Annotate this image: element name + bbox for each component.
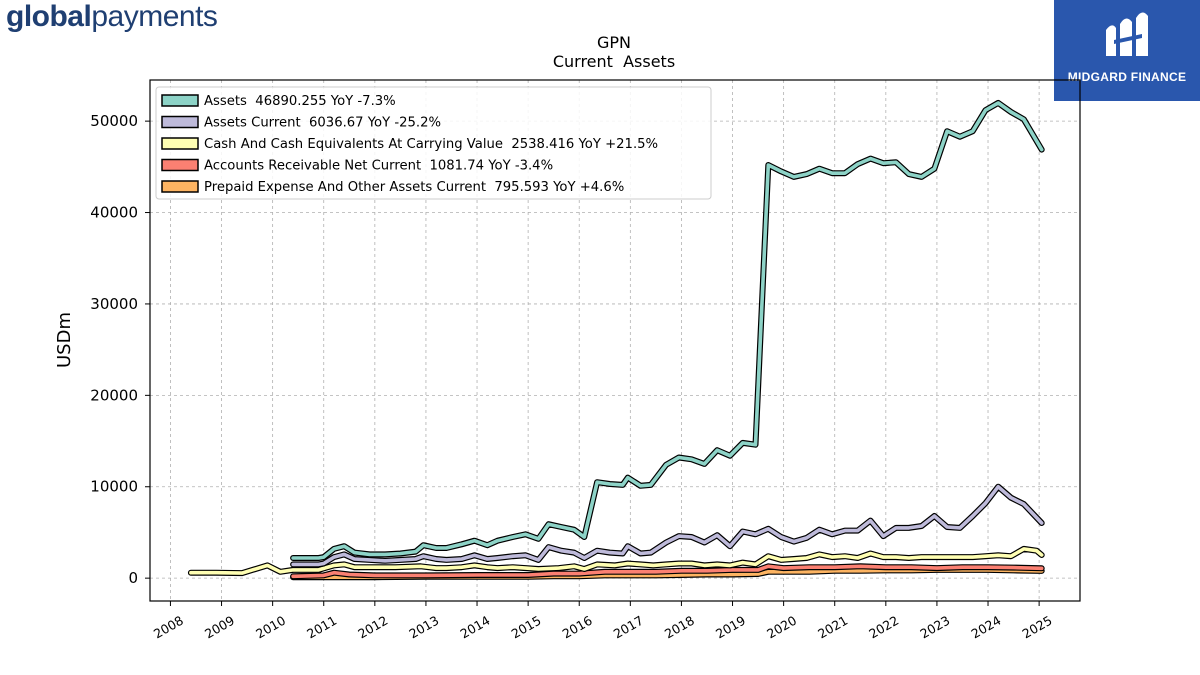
y-tick-label: 20000 (90, 386, 138, 404)
legend-label: Accounts Receivable Net Current 1081.74 … (204, 159, 553, 174)
x-tick-label: 2014 (457, 613, 492, 642)
y-tick-label: 0 (128, 569, 138, 587)
y-axis-label: USDm (54, 312, 75, 368)
legend-label: Cash And Cash Equivalents At Carrying Va… (204, 137, 658, 152)
legend-swatch (161, 180, 199, 193)
x-ticks: 2008 2009 2010 2011 2012 2013 2014 2015 2016 2017… (151, 601, 1055, 642)
x-tick-label: 2016 (560, 613, 595, 642)
series-line (291, 564, 1044, 579)
chart-title: GPN (597, 33, 631, 52)
y-tick-label: 50000 (90, 112, 138, 130)
series-line (291, 101, 1044, 560)
legend-label: Assets Current 6036.67 YoY -25.2% (204, 116, 441, 131)
x-tick-label: 2023 (917, 613, 952, 642)
legend-swatch (161, 115, 199, 129)
legend-box (155, 86, 712, 200)
logo-left-light: payments (91, 0, 218, 33)
legend-label: Prepaid Expense And Other Assets Current… (204, 180, 624, 195)
x-tick-label: 2022 (866, 613, 901, 642)
legend-swatch (161, 158, 199, 172)
x-tick-label: 2012 (355, 613, 390, 642)
logo-left-bold: global (6, 0, 92, 33)
legend-swatch (161, 94, 199, 107)
midgard-finance-logo: MIDGARD FINANCE (1054, 0, 1200, 101)
x-tick-label: 2008 (151, 613, 186, 642)
x-tick-label: 2021 (815, 613, 850, 642)
global-payments-logo: globalpayments (6, 0, 218, 34)
x-tick-label: 2020 (764, 613, 799, 642)
series-line (189, 547, 1044, 575)
x-tick-label: 2013 (406, 613, 441, 642)
x-tick-label: 2017 (611, 613, 646, 642)
legend-swatch (161, 137, 199, 150)
y-tick-label: 40000 (90, 204, 138, 222)
x-tick-label: 2025 (1020, 613, 1055, 642)
legend-label: Assets 46890.255 YoY -7.3% (204, 94, 396, 109)
y-tick-label: 30000 (90, 295, 138, 313)
chart-subtitle: Current Assets (553, 52, 675, 71)
legend: Assets 46890.255 YoY -7.3% Assets Current… (155, 86, 712, 200)
x-tick-label: 2019 (713, 613, 748, 642)
x-tick-label: 2024 (968, 613, 1003, 642)
y-tick-label: 10000 (90, 478, 138, 496)
series-line (291, 484, 1044, 567)
logo-right-text: MIDGARD FINANCE (1067, 70, 1187, 84)
series-layer (187, 99, 1045, 581)
y-ticks: 0 10000 20000 30000 40000 50000 (90, 112, 150, 587)
x-tick-label: 2010 (253, 613, 288, 642)
midgard-mark-icon (1106, 12, 1148, 57)
x-tick-label: 2015 (509, 613, 544, 642)
x-tick-label: 2011 (304, 613, 339, 642)
x-tick-label: 2018 (662, 613, 697, 642)
plot-frame (149, 79, 1081, 602)
x-tick-label: 2009 (202, 613, 237, 642)
